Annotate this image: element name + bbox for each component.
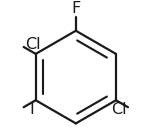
Text: Cl: Cl (111, 102, 127, 116)
Text: Cl: Cl (25, 37, 40, 52)
Text: I: I (29, 102, 34, 116)
Text: F: F (71, 1, 81, 16)
